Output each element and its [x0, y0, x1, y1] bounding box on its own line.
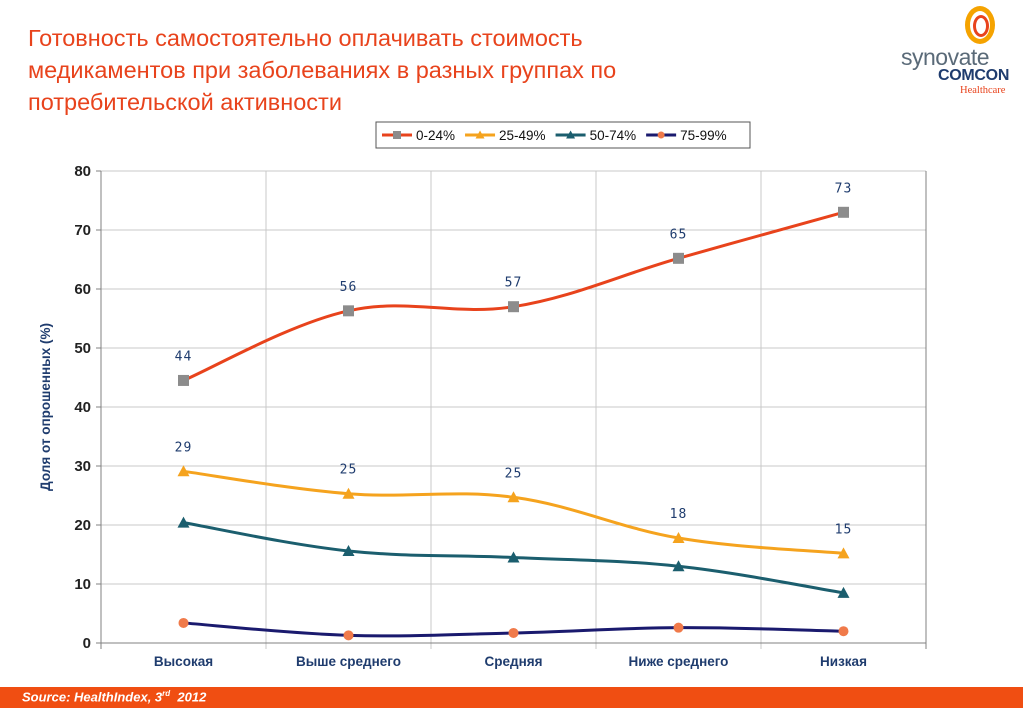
data-label: 25 — [505, 466, 523, 481]
y-tick-label: 30 — [74, 458, 91, 475]
data-point — [508, 627, 519, 638]
footer-bar: Source: HealthIndex, 3rd 2012 — [0, 687, 1023, 708]
data-point — [837, 586, 850, 598]
logo-tag: Healthcare — [960, 85, 1006, 96]
data-label: 65 — [670, 227, 688, 242]
legend-marker — [657, 131, 665, 139]
legend-marker — [566, 130, 576, 139]
data-point — [178, 617, 189, 628]
legend-marker — [475, 130, 485, 139]
logo-sub: COMCON — [938, 67, 1010, 84]
x-tick-label: Высокая — [154, 654, 213, 669]
data-label: 29 — [175, 440, 193, 455]
legend-label: 50-74% — [590, 128, 637, 143]
y-tick-label: 40 — [74, 399, 91, 416]
data-point — [178, 374, 189, 386]
data-point — [838, 626, 849, 637]
source-note: Source: HealthIndex, 3rd 2012 — [22, 689, 207, 705]
data-label: 57 — [505, 276, 523, 291]
legend-label: 0-24% — [416, 128, 455, 143]
data-point — [673, 252, 684, 264]
company-logo: synovate COMCON Healthcare — [895, 4, 1017, 104]
data-point — [507, 491, 520, 503]
data-label: 56 — [340, 280, 358, 295]
data-point — [343, 305, 354, 317]
data-point — [342, 487, 355, 499]
x-tick-label: Ниже среднего — [629, 654, 729, 669]
y-tick-label: 20 — [74, 517, 91, 534]
series-line-0-24% — [182, 210, 845, 382]
data-point — [508, 301, 519, 313]
data-point — [342, 544, 355, 556]
data-label: 18 — [670, 507, 688, 522]
y-tick-label: 10 — [74, 576, 91, 593]
x-tick-label: Средняя — [485, 654, 543, 669]
slide-title: Готовность самостоятельно оплачивать сто… — [28, 25, 617, 115]
y-axis-label: Доля от опрошенных (%) — [38, 323, 53, 491]
data-label: 44 — [175, 349, 193, 364]
data-point — [177, 465, 190, 477]
y-tick-label: 80 — [74, 163, 91, 180]
data-point — [673, 622, 684, 633]
data-point — [672, 531, 685, 543]
y-tick-label: 70 — [74, 222, 91, 239]
data-point — [672, 560, 685, 572]
data-point — [507, 551, 520, 563]
y-tick-label: 0 — [83, 635, 91, 652]
x-tick-label: Выше среднего — [296, 654, 401, 669]
y-tick-label: 60 — [74, 281, 91, 298]
x-tick-label: Низкая — [820, 654, 867, 669]
data-label: 15 — [835, 522, 853, 537]
data-point — [837, 547, 850, 559]
legend-marker — [393, 131, 401, 139]
data-point — [177, 516, 190, 528]
y-tick-label: 50 — [74, 340, 91, 357]
logo-ring-icon — [965, 6, 995, 44]
data-point — [343, 630, 354, 641]
data-label: 25 — [340, 463, 358, 478]
data-point — [838, 206, 849, 218]
legend-label: 25-49% — [499, 128, 546, 143]
logo-brand: synovate — [901, 44, 990, 70]
legend-label: 75-99% — [680, 128, 727, 143]
data-label: 73 — [835, 181, 853, 196]
